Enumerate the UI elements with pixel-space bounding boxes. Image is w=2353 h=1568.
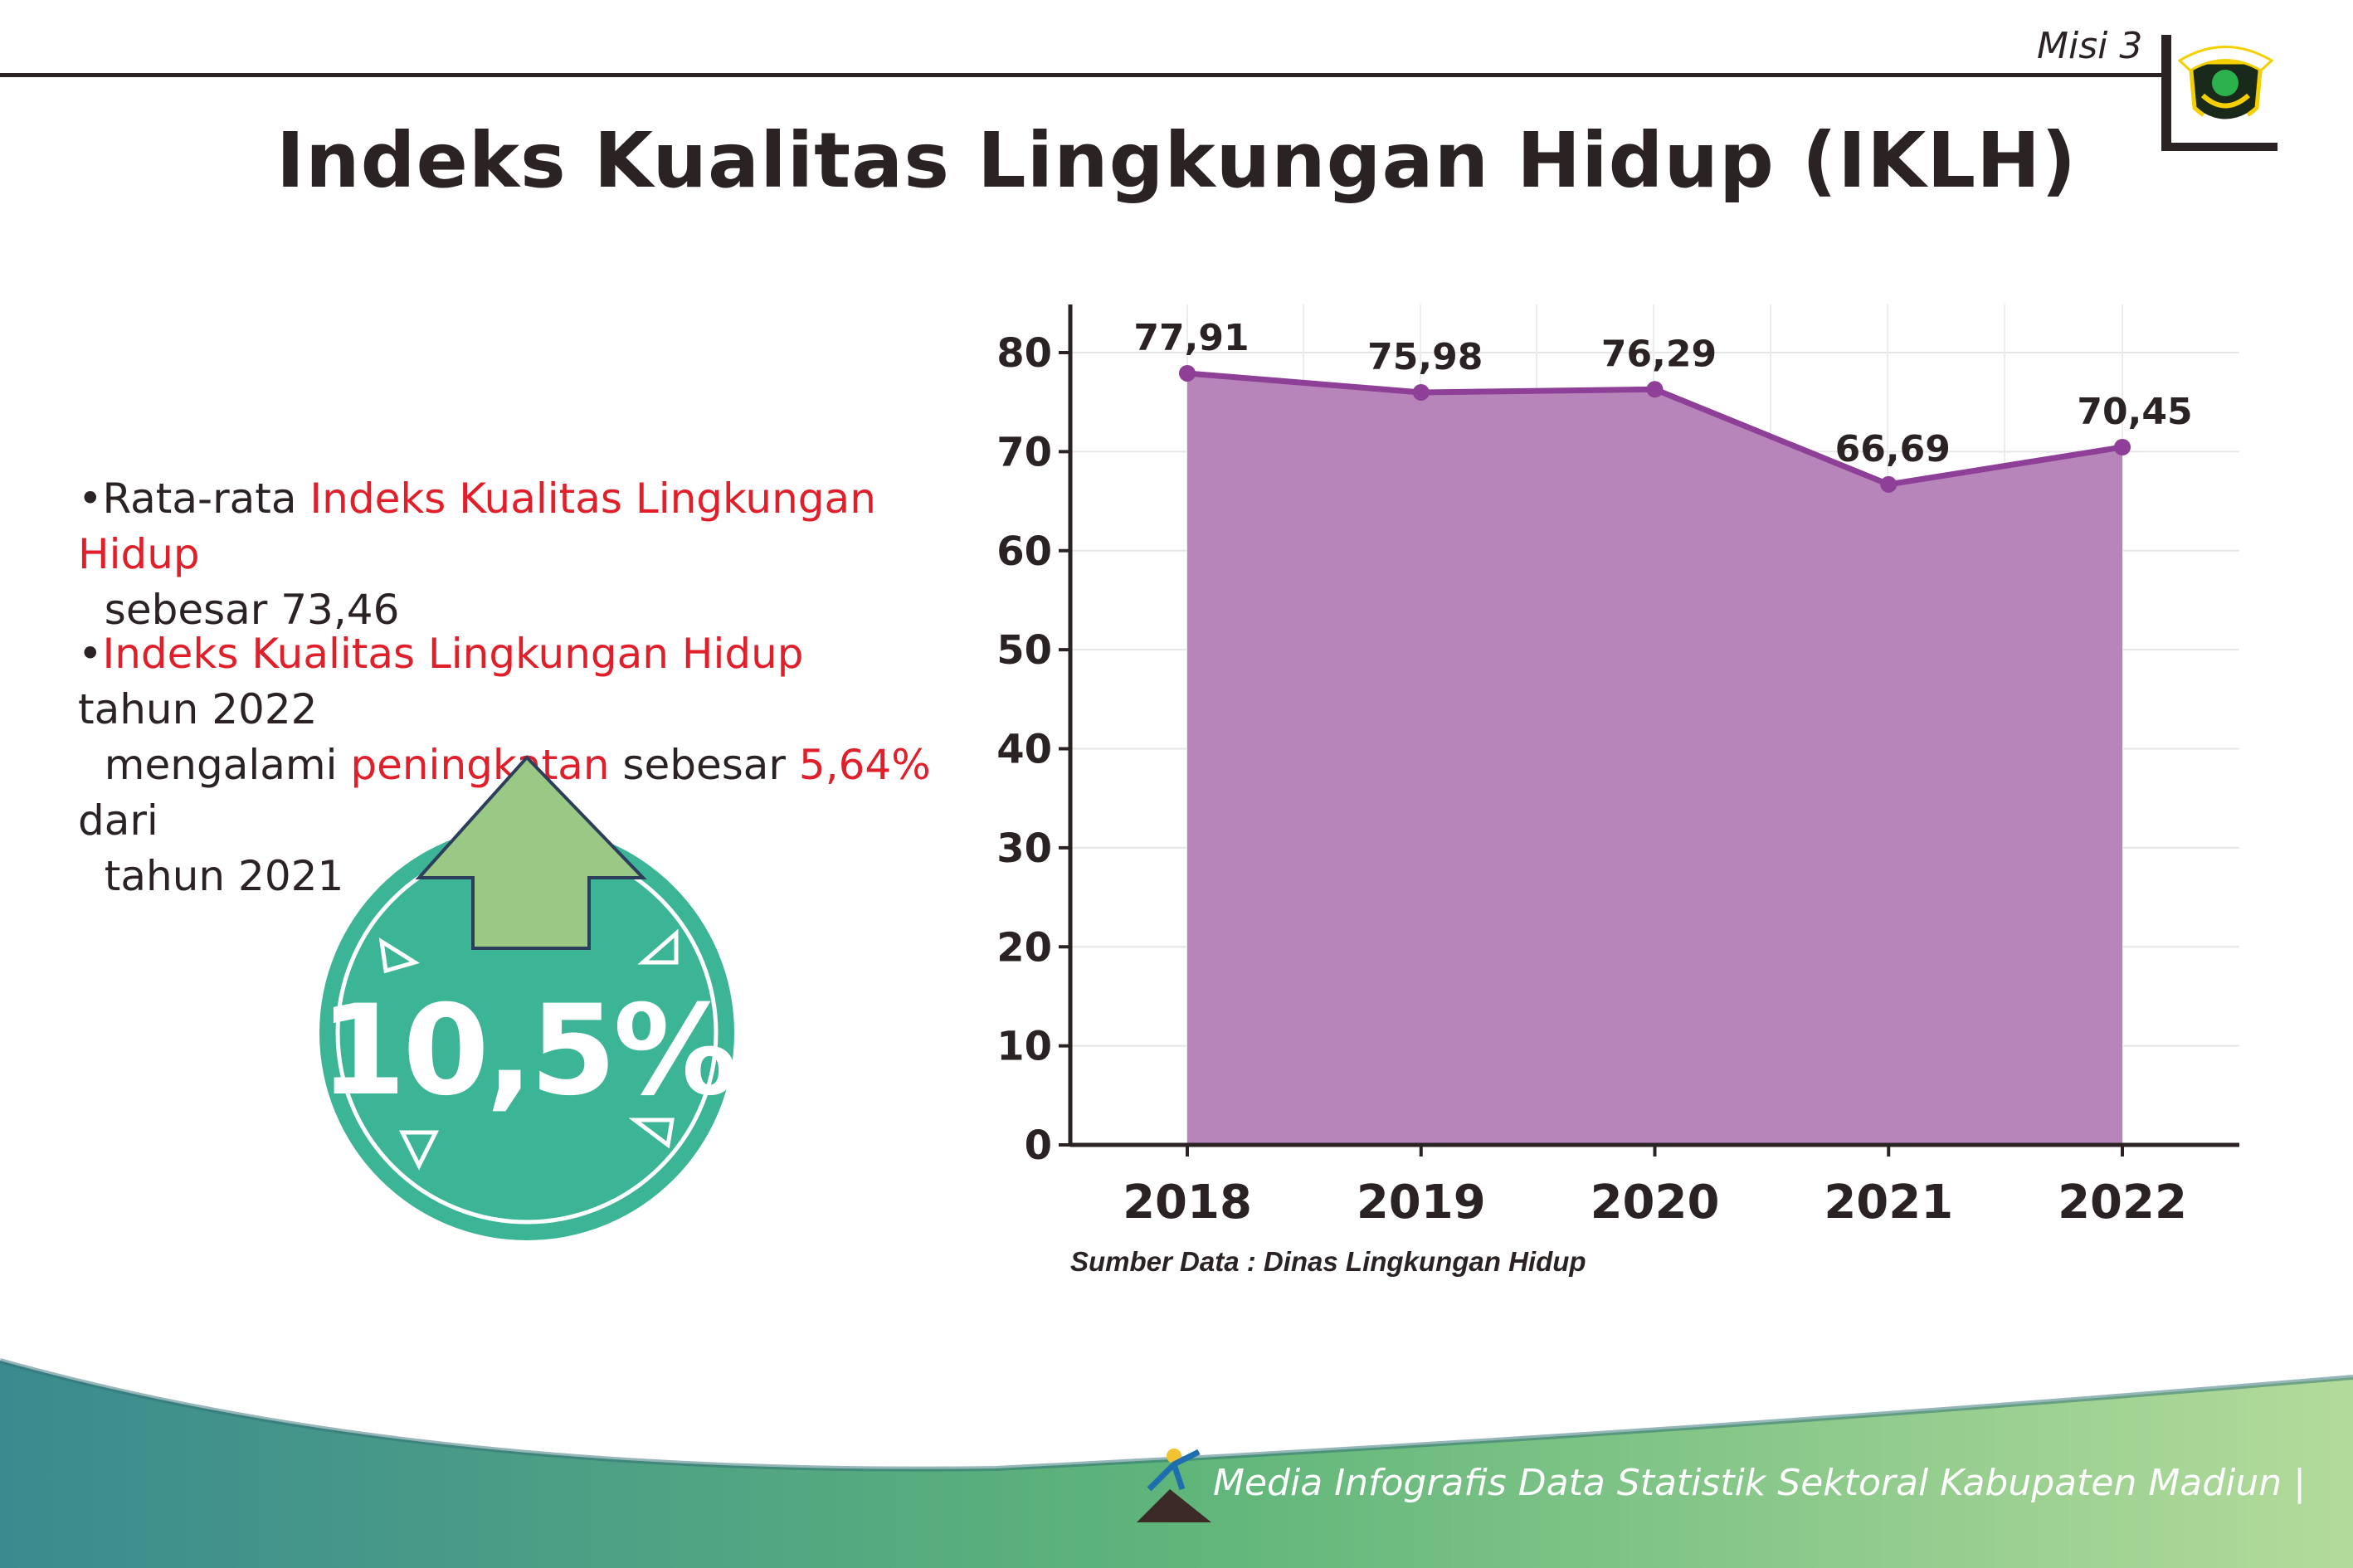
- footer-text: Media Infografis Data Statistik Sektoral…: [1213, 1462, 2306, 1504]
- y-tick-label: 70: [996, 429, 1052, 475]
- y-tick-label: 30: [996, 825, 1052, 872]
- y-tick-label: 80: [996, 330, 1052, 377]
- data-label: 70,45: [2077, 391, 2192, 433]
- data-point: [1412, 383, 1430, 401]
- misi-label: Misi 3: [2037, 25, 2143, 67]
- y-tick-label: 0: [1025, 1122, 1052, 1169]
- highlight: Indeks Kualitas Lingkungan Hidup: [102, 630, 804, 678]
- bullet-average: •Rata-rata Indeks Kualitas Lingkungan Hi…: [78, 475, 876, 634]
- data-label: 76,29: [1601, 333, 1717, 375]
- page-title: Indeks Kualitas Lingkungan Hidup (IKLH): [275, 116, 2078, 205]
- x-tick-label: 2022: [2058, 1176, 2187, 1230]
- data-label: 77,91: [1133, 317, 1249, 359]
- y-tick-label: 10: [996, 1024, 1052, 1070]
- increase-badge: [319, 755, 734, 1240]
- runner-logo-icon: [1137, 1449, 1211, 1522]
- data-point: [1179, 364, 1196, 382]
- data-point: [1646, 381, 1664, 398]
- text: sebesar 73,46: [104, 586, 400, 634]
- highlight: peningkatan: [350, 741, 610, 789]
- text: mengalami: [104, 741, 351, 789]
- header-rule: [0, 73, 2161, 77]
- data-label: 75,98: [1367, 336, 1483, 378]
- badge-circle: [319, 825, 734, 1240]
- arrow-up-icon: [415, 755, 647, 950]
- text: tahun 2022: [78, 685, 318, 733]
- text: tahun 2021: [104, 852, 344, 900]
- badge-value: 10,5%: [319, 979, 738, 1123]
- data-point: [1880, 475, 1898, 493]
- y-tick-label: 40: [996, 727, 1052, 773]
- x-tick-label: 2018: [1123, 1176, 1252, 1230]
- x-tick-label: 2020: [1591, 1176, 1720, 1230]
- source-note: Sumber Data : Dinas Lingkungan Hidup: [1070, 1246, 1586, 1277]
- y-tick-label: 20: [996, 924, 1052, 971]
- highlight: 5,64%: [798, 741, 931, 789]
- highlight: Indeks Kualitas Lingkungan Hidup: [78, 475, 876, 578]
- x-tick-label: 2021: [1824, 1176, 1953, 1230]
- logo-bracket-h: [2161, 143, 2277, 151]
- x-tick-label: 2019: [1357, 1176, 1486, 1230]
- text: sebesar: [609, 741, 799, 789]
- kabupaten-madiun-logo: [2178, 46, 2273, 126]
- y-tick-label: 50: [996, 627, 1052, 674]
- area-fill: [1187, 373, 2122, 1146]
- text: dari: [78, 796, 158, 845]
- text: Rata-rata: [102, 475, 310, 523]
- logo-bracket-v: [2161, 35, 2171, 151]
- data-label: 66,69: [1835, 428, 1951, 470]
- bullet-increase: •Indeks Kualitas Lingkungan Hidup tahun …: [78, 630, 931, 900]
- y-tick-label: 60: [996, 528, 1052, 575]
- data-point: [2114, 439, 2131, 456]
